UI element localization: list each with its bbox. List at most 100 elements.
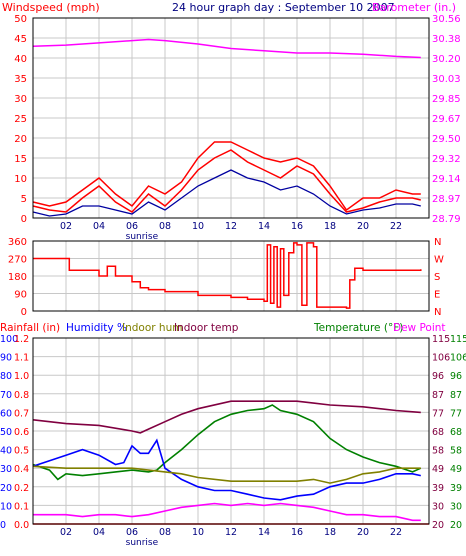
windspeed-tick-label: 5 (21, 194, 27, 205)
humidity-tick-label: 70 (0, 390, 12, 401)
rainfall-tick-label: 0.2 (14, 483, 29, 494)
x-tick-label-3: 04 (93, 527, 105, 538)
rainfall-tick-label: 1.1 (14, 353, 29, 364)
humidity-tick-label: 10 (0, 501, 12, 512)
temperature-tick-label: 58 (450, 446, 462, 457)
compass-tick-label: N (434, 237, 441, 248)
barometer-tick-label: 28.97 (432, 194, 461, 205)
dew-point-axis-label: Dew Point (393, 322, 446, 334)
indoor-temp-tick-label: 68 (432, 427, 444, 438)
indoor-temp-tick-label: 30 (432, 501, 444, 512)
rainfall-axis-label: Rainfall (in) (0, 322, 60, 334)
x-tick-label-1: 06 (126, 221, 138, 232)
humidity-tick-label: 20 (0, 483, 12, 494)
barometer-tick-label: 30.20 (432, 54, 461, 65)
humidity-tick-label: 40 (0, 446, 12, 457)
barometer-tick-label: 29.50 (432, 134, 461, 145)
compass-tick-label: W (434, 255, 444, 266)
humidity-axis-label: Humidity % (66, 322, 127, 334)
barometer-tick-label: 29.67 (432, 114, 461, 125)
barometer-tick-label: 29.14 (432, 174, 461, 185)
humidity-tick-label: 60 (0, 408, 12, 419)
wind-average-line (32, 169, 421, 217)
windspeed-tick-label: 20 (14, 134, 27, 145)
rainfall-tick-label: 0.4 (14, 464, 29, 475)
compass-tick-label: N (434, 307, 441, 318)
humidity-tick-label: 80 (0, 371, 12, 382)
windspeed-tick-label: 0 (21, 214, 27, 225)
indoor-temp-tick-label: 20 (432, 520, 444, 531)
indoor-temp-tick-label: 115 (432, 334, 450, 345)
indoor-temp-tick-label: 96 (432, 371, 444, 382)
windspeed-tick-label: 45 (14, 34, 27, 45)
windspeed-tick-label: 40 (14, 54, 27, 65)
humidity-tick-label: 0 (0, 520, 6, 531)
humidity-tick-label: 90 (0, 353, 12, 364)
humidity-tick-label: 100 (0, 334, 18, 345)
indoor-temp-tick-label: 87 (432, 390, 444, 401)
plot-frame-2 (32, 240, 430, 312)
x-tick-label-3: 14 (258, 527, 270, 538)
barometer-tick-label: 29.85 (432, 94, 461, 105)
compass-tick-label: E (434, 290, 440, 301)
direction-tick-label: 270 (8, 255, 27, 266)
direction-tick-label: 360 (8, 237, 27, 248)
indoor-temp-line (32, 400, 421, 434)
direction-tick-label: 180 (8, 272, 27, 283)
rainfall-tick-label: 0.8 (14, 390, 29, 401)
temperature-tick-label: 87 (450, 390, 462, 401)
x-tick-label-3: 02 (60, 527, 72, 538)
indoor-temp-tick-label: 77 (432, 408, 444, 419)
barometer-tick-label: 28.79 (432, 214, 461, 225)
x-tick-label-3: 12 (225, 527, 237, 538)
plot-frame-3 (32, 337, 430, 525)
plot-frame-1 (32, 17, 430, 219)
temperature-tick-label: 106 (450, 353, 466, 364)
x-tick-label-1: 22 (390, 221, 402, 232)
barometer-tick-label: 29.32 (432, 154, 461, 165)
x-tick-label-1: 20 (357, 221, 369, 232)
humidity-line (32, 438, 421, 501)
barometer-tick-label: 30.03 (432, 74, 461, 85)
x-tick-label-3: 08 (159, 527, 171, 538)
temperature-tick-label: 96 (450, 371, 462, 382)
windspeed-tick-label: 30 (14, 94, 27, 105)
rainfall-tick-label: 0.0 (14, 520, 29, 531)
indoor-temp-tick-label: 39 (432, 483, 444, 494)
x-tick-label-3: 22 (390, 527, 402, 538)
temperature-tick-label: 39 (450, 483, 462, 494)
direction-tick-label: 0 (21, 307, 27, 318)
temperature-tick-label: 30 (450, 501, 462, 512)
barometer-line (32, 38, 421, 59)
x-tick-label-3: 06 (126, 527, 138, 538)
x-tick-label-1: 04 (93, 221, 105, 232)
chart-title: 24 hour graph day : September 10 2007 (172, 1, 395, 14)
wind-gust-line (32, 141, 421, 212)
windspeed-tick-label: 10 (14, 174, 27, 185)
x-tick-label-1: 16 (291, 221, 303, 232)
dew-point-line (33, 502, 421, 522)
indoor-hum-line (32, 465, 421, 484)
x-tick-label-1: 10 (192, 221, 204, 232)
compass-tick-label: S (434, 272, 440, 283)
temperature-axis-label: Temperature (°F) (313, 322, 403, 334)
indoor-temp-label: Indoor temp (174, 322, 239, 334)
temperature-tick-label: 77 (450, 408, 462, 419)
barometer-axis-label: Barometer (in.) (372, 1, 456, 14)
windspeed-tick-label: 25 (14, 114, 27, 125)
rainfall-tick-label: 1.0 (14, 371, 29, 382)
rainfall-tick-label: 0.1 (14, 501, 29, 512)
temperature-line (32, 404, 422, 481)
indoor-hum-label: Indoor hum (122, 322, 182, 334)
direction-tick-label: 90 (14, 290, 27, 301)
temperature-tick-label: 115 (450, 334, 466, 345)
sunrise-label: sunrise (126, 232, 159, 242)
humidity-tick-label: 30 (0, 464, 12, 475)
rainfall-tick-label: 1.2 (14, 334, 29, 345)
wind-speed-line (32, 149, 421, 213)
rainfall-tick-label: 0.5 (14, 446, 29, 457)
temperature-tick-label: 20 (450, 520, 462, 531)
barometer-tick-label: 30.56 (432, 14, 461, 25)
x-tick-label-1: 08 (159, 221, 171, 232)
windspeed-tick-label: 15 (14, 154, 27, 165)
